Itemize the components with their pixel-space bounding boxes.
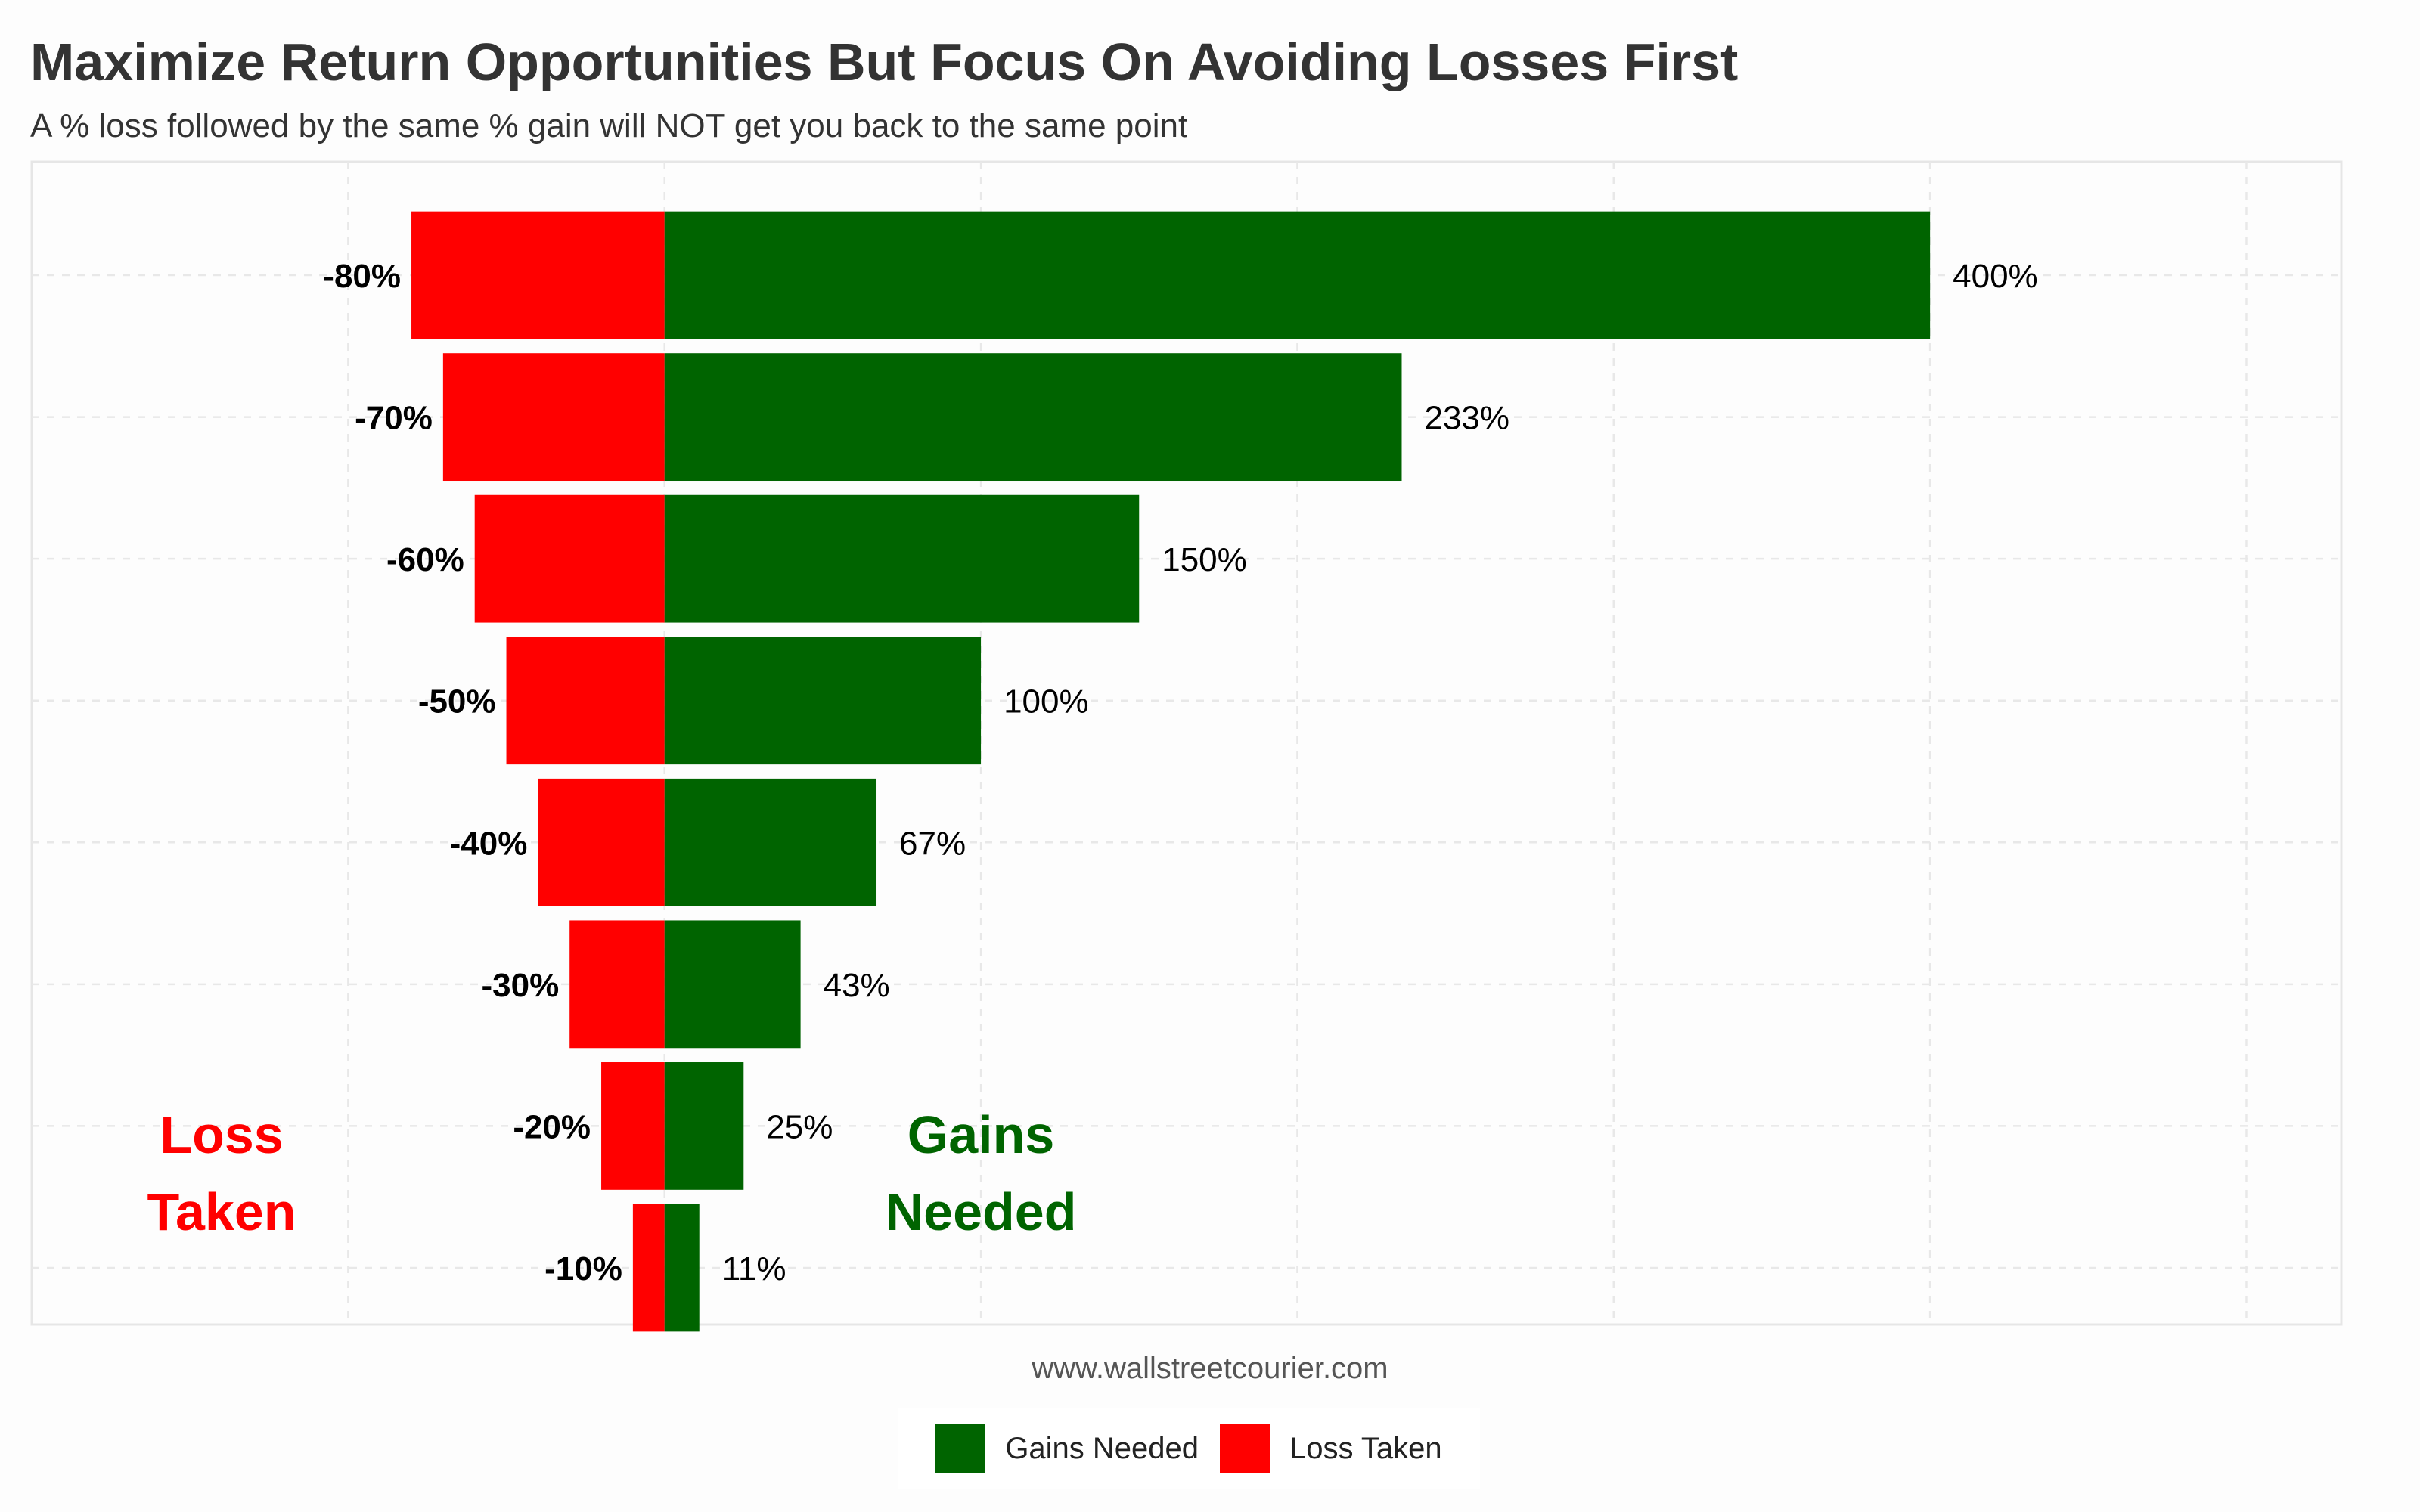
loss-bar — [569, 920, 665, 1049]
loss-bar — [411, 211, 665, 339]
loss-label: -30% — [481, 967, 559, 1004]
legend-item-gains: Gains Needed — [935, 1424, 1199, 1473]
loss-label: -80% — [323, 258, 401, 295]
loss-label: -70% — [355, 400, 433, 437]
loss-label: -40% — [450, 825, 528, 862]
gain-label: 25% — [766, 1108, 833, 1145]
gain-label: 11% — [722, 1250, 786, 1287]
loss-bar — [474, 494, 665, 623]
loss-bar — [632, 1204, 665, 1332]
gain-bar — [664, 353, 1402, 482]
gain-label: 43% — [824, 967, 890, 1004]
loss-label: -20% — [513, 1108, 591, 1145]
loss-annotation-line: Taken — [147, 1182, 296, 1241]
chart-subtitle: A % loss followed by the same % gain wil… — [30, 107, 1188, 144]
loss-label: -10% — [544, 1250, 622, 1287]
panel-border — [30, 160, 2343, 1326]
gain-bar — [664, 1204, 700, 1332]
gains-annotation-line: Gains — [908, 1105, 1055, 1164]
gain-label: 100% — [1004, 683, 1089, 720]
loss-annotation-line: Loss — [160, 1105, 283, 1164]
gain-bar — [664, 211, 1931, 339]
legend-label-loss: Loss Taken — [1289, 1431, 1442, 1465]
chart-title: Maximize Return Opportunities But Focus … — [30, 33, 1739, 91]
legend-swatch-gains — [935, 1424, 986, 1473]
loss-bar — [506, 637, 665, 765]
loss-label: -50% — [418, 683, 496, 720]
gain-label: 150% — [1162, 541, 1247, 578]
gain-bar — [664, 1062, 744, 1190]
gain-bar — [664, 778, 877, 906]
gain-label: 233% — [1424, 400, 1509, 437]
legend: Gains Needed Loss Taken — [898, 1408, 1480, 1489]
gain-bar — [664, 637, 982, 765]
legend-swatch-loss — [1220, 1424, 1270, 1473]
gain-label: 67% — [899, 825, 966, 862]
loss-bar — [442, 353, 665, 482]
loss-bar — [601, 1062, 665, 1190]
gain-bar — [664, 920, 801, 1049]
legend-label-gains: Gains Needed — [1005, 1431, 1199, 1465]
source-caption: www.wallstreetcourier.com — [1032, 1352, 1388, 1385]
loss-bar — [538, 778, 665, 906]
gains-annotation-line: Needed — [886, 1182, 1077, 1241]
loss-label: -60% — [386, 541, 464, 578]
gain-label: 400% — [1953, 258, 2038, 295]
gain-bar — [664, 494, 1140, 623]
legend-item-loss: Loss Taken — [1220, 1424, 1442, 1473]
